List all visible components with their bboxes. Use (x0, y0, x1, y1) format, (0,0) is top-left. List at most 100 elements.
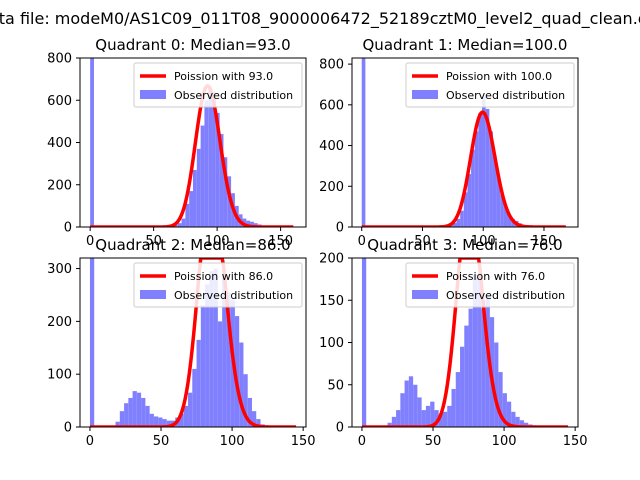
y-tick-label: 300 (47, 262, 72, 277)
histogram-bar (464, 325, 469, 427)
histogram-bar (183, 405, 189, 427)
panel-2: 0 50 100 150 0 100 200 300 Quadrant 2: Median=86… (47, 236, 315, 449)
x-tick-label: 150 (563, 434, 588, 449)
histogram-bar (251, 411, 257, 427)
histogram-bar (222, 273, 227, 427)
axes-frame (79, 257, 307, 428)
legend-hist-label: Observed distribution (446, 289, 565, 302)
histogram-bar (256, 419, 261, 427)
histogram-bar (468, 308, 473, 427)
histogram-bar (196, 339, 201, 427)
plot-area (361, 258, 569, 427)
x-tick-label: 50 (414, 234, 431, 249)
y-tick-label: 150 (319, 294, 344, 309)
histogram-bar (498, 372, 503, 427)
histogram-bar (460, 346, 465, 427)
histogram-bar (474, 131, 479, 227)
histogram-bar (361, 258, 367, 427)
panel-title: Quadrant 3: Median=76.0 (367, 236, 562, 254)
histogram-bar (181, 218, 186, 227)
y-tick-label: 50 (327, 378, 344, 393)
x-tick-label: 0 (358, 234, 366, 249)
histogram-bar (188, 392, 193, 427)
histogram-bar (496, 176, 501, 227)
histogram-bar (438, 414, 443, 427)
histogram-bar (455, 372, 461, 427)
histogram-bar (492, 155, 497, 227)
x-tick-label: 50 (153, 434, 170, 449)
histogram-bar (205, 284, 210, 427)
legend-hist-swatch (412, 90, 438, 99)
y-tick-label: 0 (64, 421, 72, 436)
histogram-bar (494, 342, 499, 427)
histogram-bar (472, 274, 478, 427)
panel-1: 0 50 100 150 0 200 400 600 800 Quadrant 1: Median… (319, 36, 579, 249)
histogram-bar (463, 192, 468, 227)
histogram-bar (200, 305, 206, 427)
histogram-bar (391, 416, 397, 427)
x-tick-label: 100 (492, 434, 517, 449)
histogram-bar (89, 258, 95, 427)
y-tick-label: 0 (64, 221, 72, 236)
histogram-bar (434, 410, 439, 427)
x-tick-label: 0 (358, 434, 366, 449)
histogram-bar (489, 131, 493, 227)
histogram-bar (128, 397, 133, 427)
legend-box (405, 262, 575, 308)
histogram-bar (136, 392, 142, 427)
x-tick-label: 0 (86, 234, 94, 249)
histogram-bar (471, 149, 475, 227)
histogram-bar (177, 223, 182, 227)
histogram-bar (204, 100, 209, 227)
x-tick-label: 100 (220, 434, 245, 449)
histogram-bar (219, 134, 224, 227)
histogram-bar (208, 87, 213, 227)
y-tick-label: 0 (336, 421, 344, 436)
y-tick-label: 800 (319, 58, 344, 73)
y-tick-label: 100 (47, 368, 72, 383)
histogram-bar (442, 411, 448, 427)
histogram-bar (515, 416, 520, 427)
histogram-bar (503, 206, 508, 227)
histogram-bar (215, 112, 220, 227)
histogram-bar (387, 422, 392, 427)
histogram-bar (166, 420, 171, 427)
histogram-bar (90, 58, 94, 227)
histogram-bar (209, 271, 214, 427)
panel-title: Quadrant 2: Median=86.0 (95, 236, 290, 254)
legend-hist-label: Observed distribution (446, 89, 565, 102)
histogram-bar (361, 58, 366, 227)
y-tick-label: 600 (47, 94, 72, 109)
histogram-bar (482, 96, 486, 227)
x-tick-label: 150 (532, 234, 557, 249)
histogram-bar (456, 218, 461, 227)
histogram-bar (158, 417, 163, 427)
histogram-bar (253, 223, 258, 227)
histogram-bar (452, 222, 457, 227)
histogram-bar (467, 174, 472, 227)
panel-title: Quadrant 1: Median=100.0 (363, 36, 568, 54)
panel-title: Quadrant 0: Median=93.0 (95, 36, 290, 54)
histogram-bar (200, 125, 205, 227)
histogram-bar (425, 405, 431, 427)
histogram-bar (523, 422, 529, 427)
histogram-bar (212, 91, 216, 227)
legend-hist-swatch (412, 290, 438, 299)
histogram-bar (173, 224, 178, 227)
histogram-bar (119, 411, 125, 427)
histogram-bar (179, 413, 184, 427)
legend-fit-label: Poission with 100.0 (446, 70, 552, 83)
axes-frame (351, 57, 579, 228)
histogram-bar (162, 419, 167, 427)
legend-fit-label: Poission with 93.0 (174, 70, 273, 83)
histogram-bar (511, 411, 516, 427)
histogram-bar (132, 391, 137, 427)
histogram-bar (478, 112, 483, 227)
histogram-bar (506, 401, 512, 427)
histogram-bar (185, 203, 190, 227)
y-tick-label: 200 (47, 178, 72, 193)
legend-fit-label: Poission with 86.0 (174, 270, 273, 283)
histogram-bar (196, 148, 201, 227)
histogram-bar (430, 401, 435, 427)
